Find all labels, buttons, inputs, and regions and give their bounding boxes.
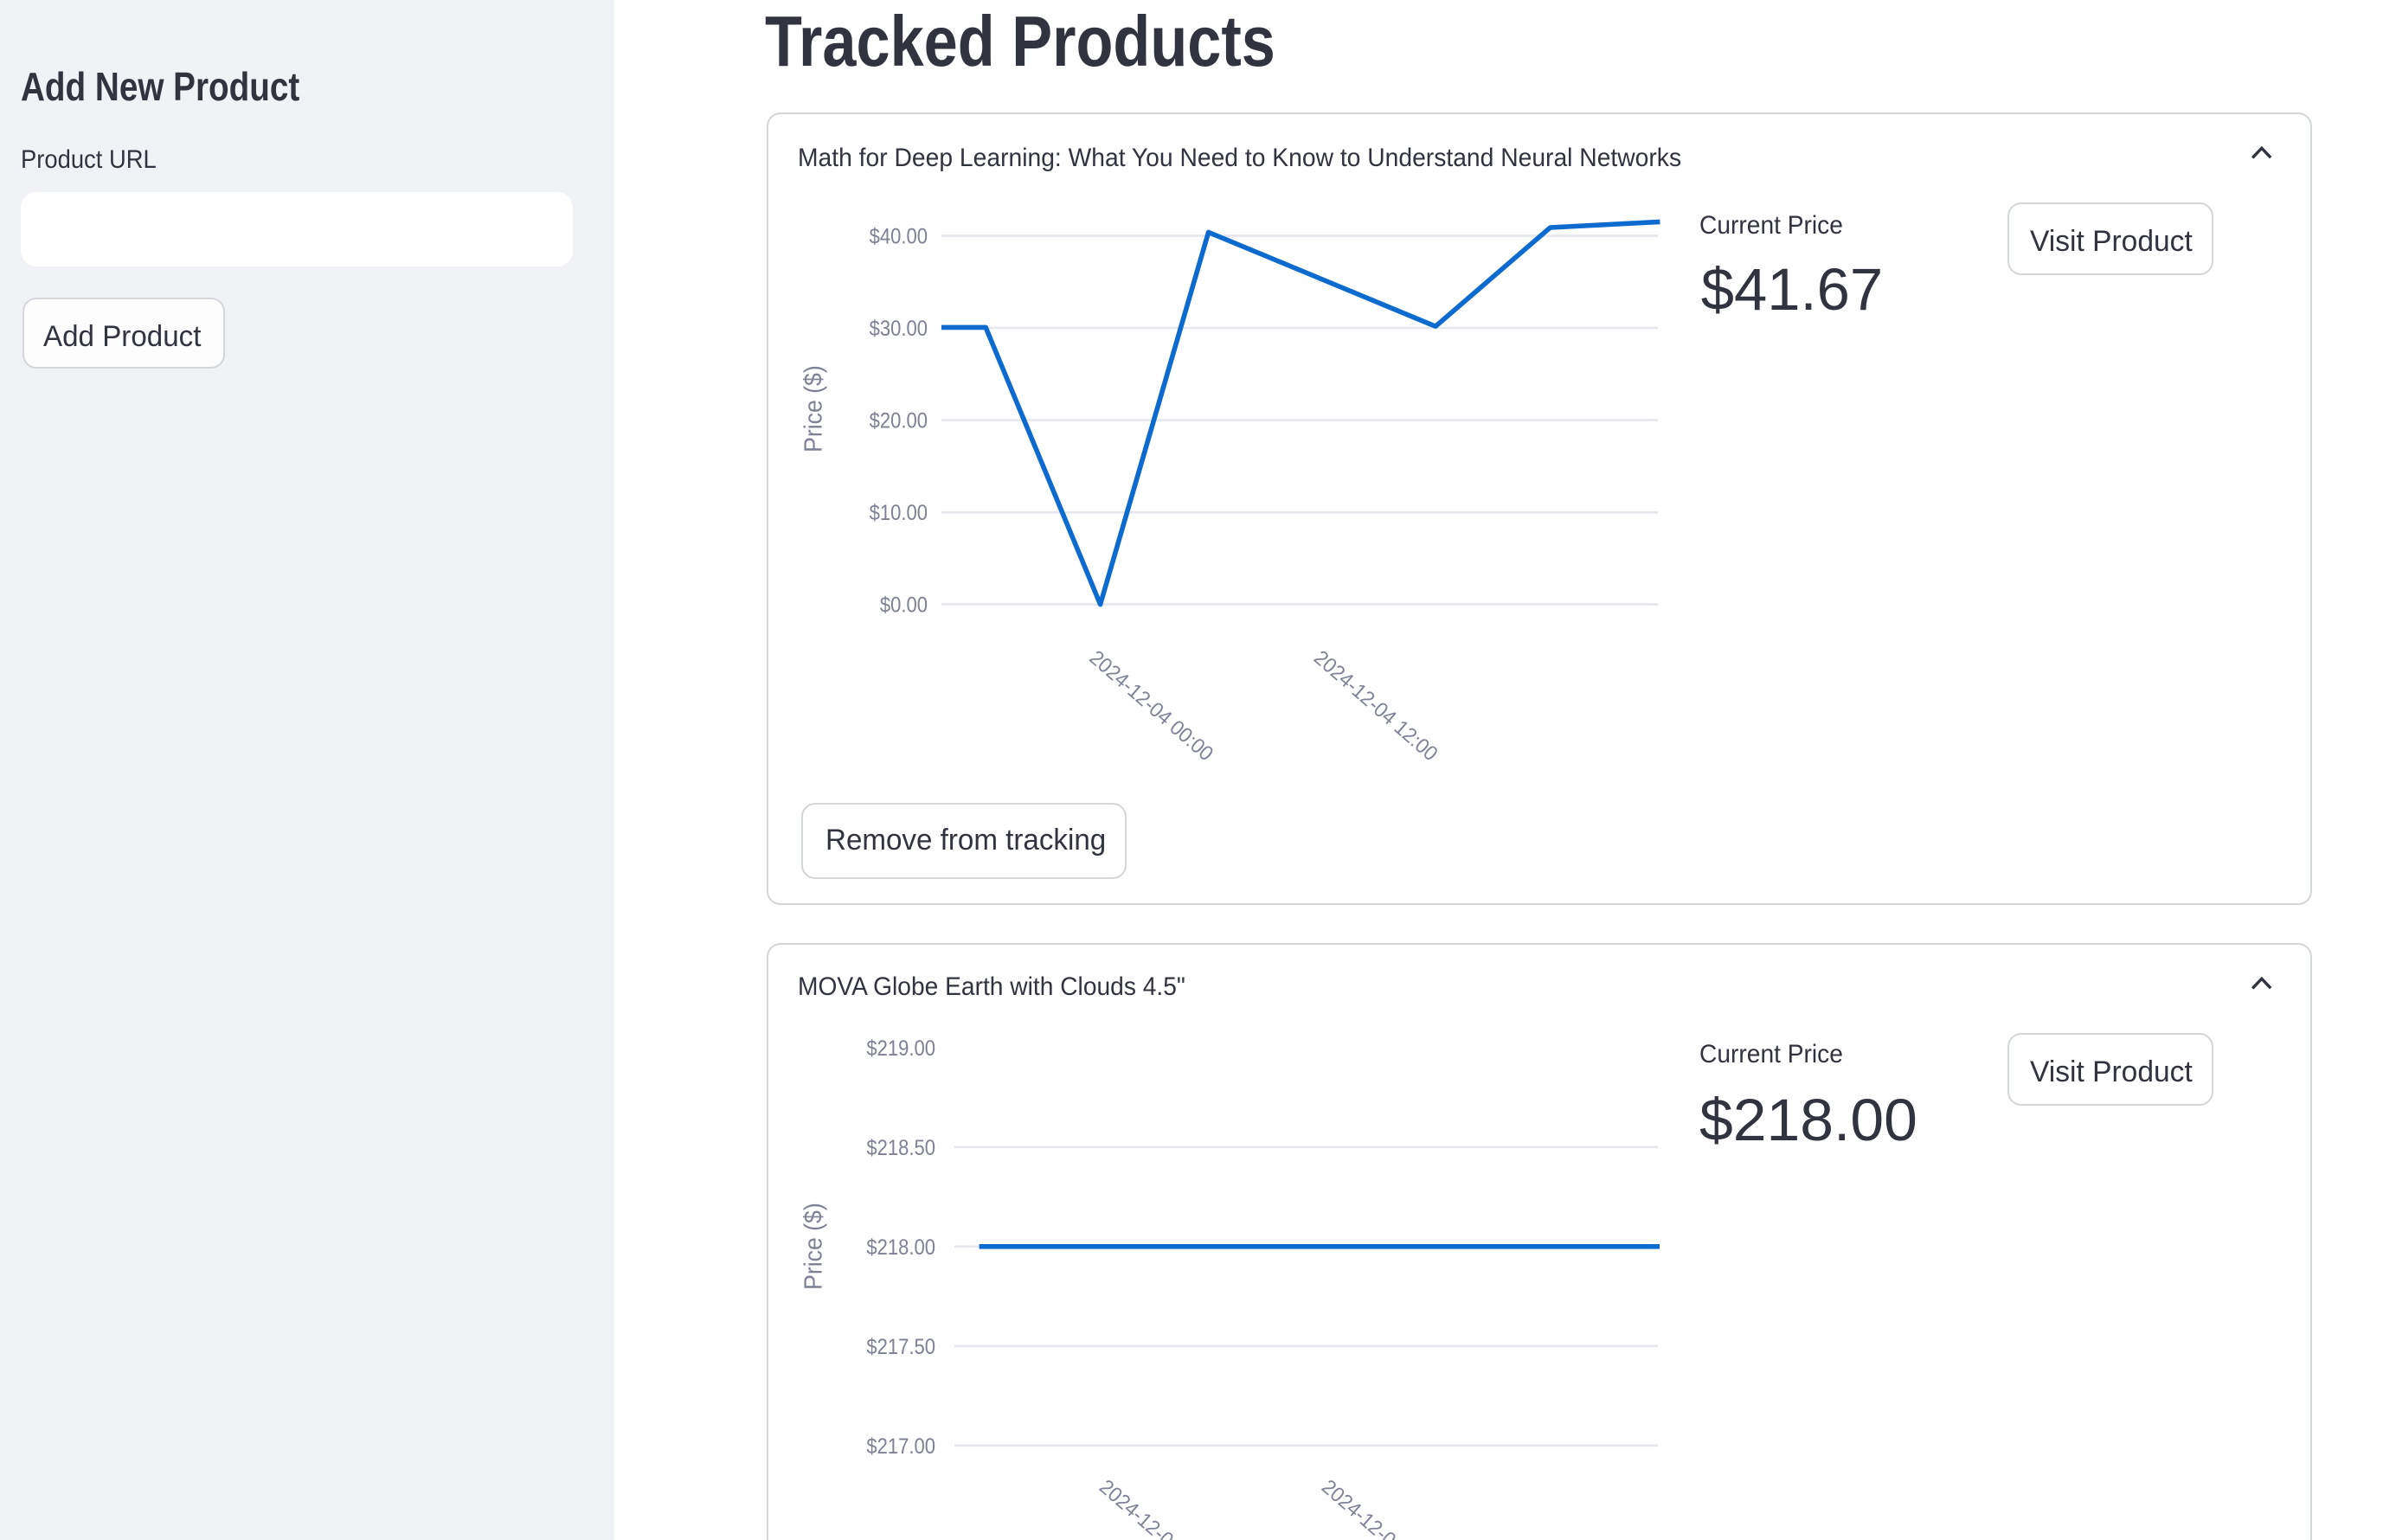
svg-text:$40.00: $40.00 (870, 224, 928, 249)
svg-text:Price ($): Price ($) (800, 1203, 827, 1290)
svg-text:Price ($): Price ($) (800, 365, 827, 452)
svg-text:$30.00: $30.00 (870, 317, 928, 342)
svg-text:$218.00: $218.00 (866, 1235, 935, 1260)
svg-text:$10.00: $10.00 (870, 501, 928, 526)
svg-text:$0.00: $0.00 (880, 593, 928, 618)
svg-text:2024-12-04 12:00: 2024-12-04 12:00 (1318, 1475, 1450, 1540)
svg-text:2024-12-04 12:00: 2024-12-04 12:00 (1310, 645, 1442, 765)
svg-text:2024-12-04 00:00: 2024-12-04 00:00 (1085, 645, 1217, 765)
svg-text:$217.00: $217.00 (866, 1434, 935, 1459)
svg-text:$219.00: $219.00 (866, 1036, 935, 1061)
svg-text:$20.00: $20.00 (870, 408, 928, 433)
svg-text:$218.50: $218.50 (866, 1135, 935, 1160)
svg-text:2024-12-04 00:00: 2024-12-04 00:00 (1095, 1475, 1228, 1540)
svg-text:$217.50: $217.50 (866, 1334, 935, 1359)
